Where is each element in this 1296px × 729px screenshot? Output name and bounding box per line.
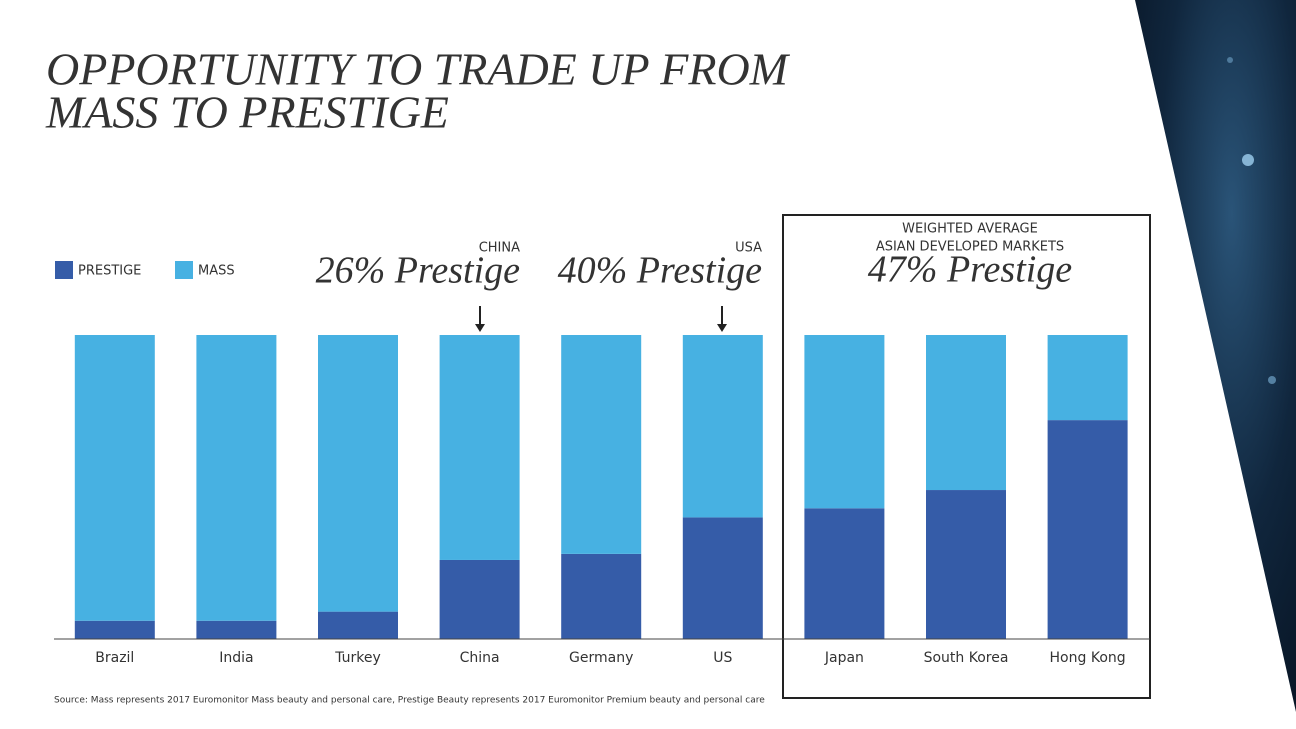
chart-title: MASS TO PRESTIGE bbox=[45, 87, 449, 138]
bar-segment bbox=[439, 335, 520, 560]
bar-segment bbox=[196, 335, 277, 621]
arrow-head bbox=[717, 324, 727, 332]
annotation-label: ASIAN DEVELOPED MARKETS bbox=[876, 240, 1064, 255]
legend-label: PRESTIGE bbox=[78, 264, 141, 279]
bar-segment bbox=[682, 335, 763, 518]
x-tick-label: US bbox=[713, 650, 732, 666]
annotation-label: WEIGHTED AVERAGE bbox=[902, 222, 1038, 237]
bar-segment bbox=[74, 335, 155, 621]
bar-segment bbox=[1047, 335, 1128, 421]
bar-segment bbox=[196, 620, 277, 639]
annotation-value: 26% Prestige bbox=[316, 250, 521, 292]
annotation-label: USA bbox=[735, 241, 762, 256]
bar-segment bbox=[318, 335, 398, 612]
bar-segment bbox=[318, 611, 398, 639]
bar-segment bbox=[804, 335, 885, 509]
legend-swatch bbox=[175, 261, 193, 279]
bar-segment bbox=[74, 620, 155, 639]
chart-title: OPPORTUNITY TO TRADE UP FROM bbox=[46, 44, 791, 95]
bar-segment bbox=[561, 553, 642, 639]
annotation-value: 47% Prestige bbox=[868, 249, 1073, 291]
x-tick-label: Japan bbox=[824, 650, 864, 666]
bar-segment bbox=[1047, 420, 1128, 639]
decorative-glow bbox=[1268, 376, 1276, 384]
highlight-box bbox=[782, 214, 1151, 699]
bar-segment bbox=[926, 335, 1006, 491]
bar-segment bbox=[439, 559, 520, 639]
bar-segment bbox=[682, 517, 763, 639]
x-tick-label: China bbox=[460, 650, 500, 666]
annotation-value: 40% Prestige bbox=[558, 250, 763, 292]
x-tick-label: Germany bbox=[569, 650, 633, 666]
decorative-panel bbox=[1135, 0, 1296, 712]
x-tick-label: Brazil bbox=[95, 650, 134, 666]
bar-segment bbox=[561, 335, 642, 554]
x-tick-label: South Korea bbox=[924, 650, 1009, 666]
bar-segment bbox=[926, 490, 1006, 639]
source-note: Source: Mass represents 2017 Euromonitor… bbox=[54, 696, 765, 706]
x-tick-label: Hong Kong bbox=[1050, 650, 1126, 666]
legend-label: MASS bbox=[198, 264, 235, 279]
bar-segment bbox=[804, 508, 885, 639]
x-tick-label: India bbox=[219, 650, 253, 666]
annotation-label: CHINA bbox=[479, 241, 520, 256]
decorative-glow bbox=[1242, 154, 1254, 166]
arrow-head bbox=[475, 324, 485, 332]
legend-swatch bbox=[55, 261, 73, 279]
x-tick-label: Turkey bbox=[334, 650, 381, 666]
decorative-glow bbox=[1227, 57, 1233, 63]
